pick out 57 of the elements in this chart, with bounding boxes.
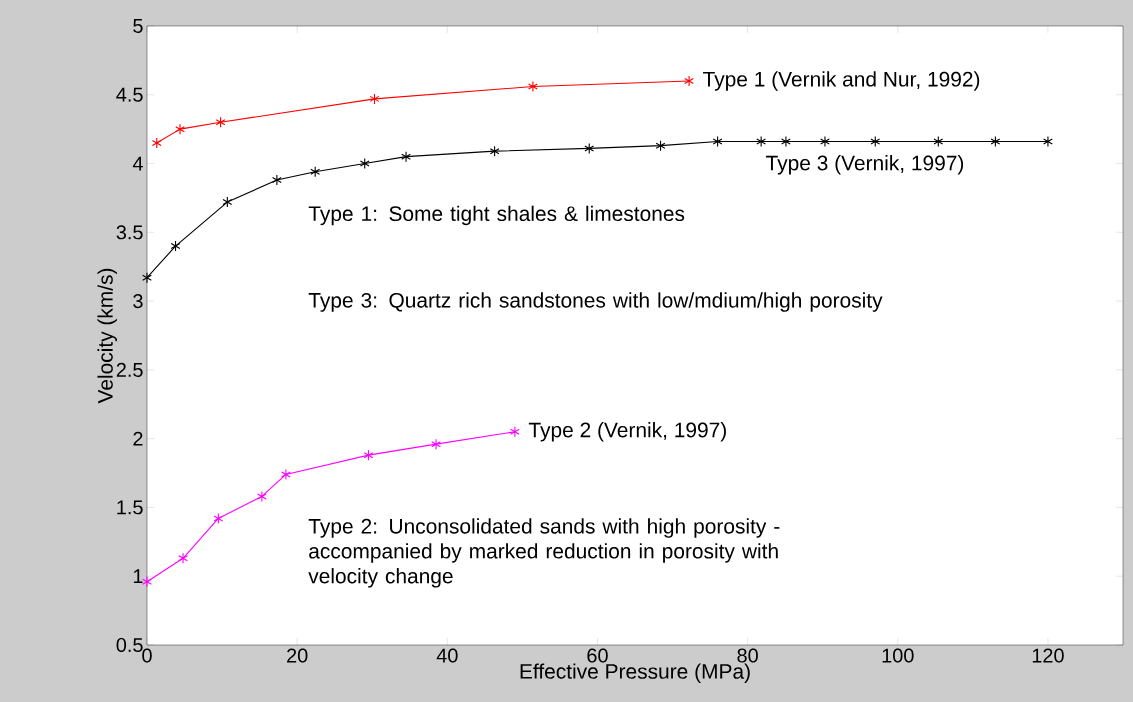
point (584, 142, 595, 154)
y-tick-label: 5 (133, 19, 143, 33)
point (431, 438, 441, 450)
x-tick-label: 60 (587, 648, 608, 663)
point (142, 272, 152, 284)
point (933, 135, 944, 148)
x-tick-label: 0 (142, 648, 152, 663)
x-tick-label: 80 (737, 648, 758, 663)
series-label: Type 3 (Vernik, 1997) (766, 155, 964, 175)
annotation: Type 3: Quartz rich sandstones with low/mdium/high porosity (308, 292, 883, 312)
x-tick-label: 20 (287, 648, 308, 663)
point (369, 93, 380, 105)
x-tick-label: 40 (436, 648, 458, 663)
point (363, 449, 374, 461)
point (178, 552, 188, 564)
y-tick-label: 4 (132, 156, 143, 171)
y-tick-label: 3 (133, 294, 143, 309)
x-tick-label: 100 (882, 648, 914, 663)
y-tick-label: 0.5 (116, 637, 143, 653)
point (170, 240, 181, 252)
y-tick-label: 2 (133, 431, 143, 446)
point (528, 80, 538, 93)
annotation: Type 1: Some tight shales & limestones (308, 205, 685, 226)
point (781, 135, 791, 148)
point (655, 140, 666, 152)
point (870, 135, 881, 148)
y-tick-label: 3.5 (116, 225, 143, 240)
point (756, 135, 767, 148)
point (213, 512, 224, 524)
point (310, 166, 321, 178)
point (684, 75, 694, 87)
series-label: Type 2 (Vernik, 1997) (528, 422, 726, 442)
point (151, 137, 162, 149)
point (222, 196, 233, 208)
point (1043, 135, 1053, 148)
series-label: Type 1 (Vernik and Nur, 1992) (703, 71, 980, 91)
annotation: Type 2: Unconsolidated sands with high porosity - accompanied by marked reduction in porosity with velocity change (308, 518, 780, 588)
point (712, 135, 723, 148)
point (401, 151, 411, 163)
point (281, 468, 291, 480)
x-axis-title: Effective Pressure (MPa) (520, 663, 750, 683)
y-tick-label: 1 (133, 569, 143, 584)
point (175, 123, 185, 135)
point (272, 174, 282, 186)
point (215, 116, 226, 128)
point (142, 576, 152, 588)
y-axis-title: Velocity (km/s) (97, 268, 117, 404)
point (820, 135, 830, 148)
y-tick-label: 1.5 (117, 500, 143, 515)
y-tick-label: 2.5 (116, 362, 143, 377)
point (489, 145, 500, 157)
point (990, 135, 1001, 148)
point (510, 426, 520, 438)
y-tick-label: 4.5 (116, 87, 143, 102)
point (359, 157, 370, 170)
point (257, 490, 267, 502)
x-tick-label: 120 (1032, 648, 1064, 663)
